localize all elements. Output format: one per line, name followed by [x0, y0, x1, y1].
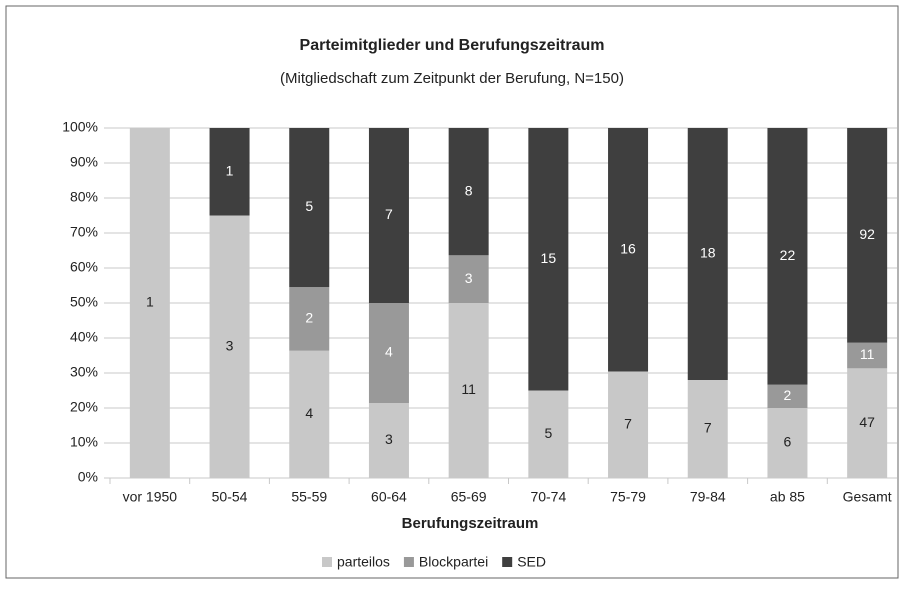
- legend-label: parteilos: [337, 554, 390, 570]
- x-tick-label: 79-84: [690, 489, 726, 505]
- y-tick-label: 30%: [70, 364, 98, 380]
- y-tick-label: 0%: [78, 469, 98, 485]
- data-label: 7: [624, 415, 632, 431]
- legend-swatch: [502, 557, 513, 567]
- bar-segment: [687, 128, 728, 380]
- data-label: 3: [465, 270, 473, 286]
- data-label: 5: [544, 425, 552, 441]
- bar-segment: [289, 350, 330, 478]
- data-label: 2: [305, 310, 313, 326]
- data-label: 22: [780, 247, 796, 263]
- data-label: 11: [461, 381, 476, 397]
- bar-segment: [528, 128, 569, 391]
- data-label: 1: [226, 162, 234, 178]
- bar-segment: [209, 215, 250, 478]
- bar-segment: [129, 128, 170, 478]
- legend-label: Blockpartei: [419, 554, 488, 570]
- x-tick-label: ab 85: [770, 489, 805, 505]
- legend-label: SED: [517, 554, 546, 570]
- bar-segment: [448, 303, 489, 478]
- y-tick-label: 80%: [70, 189, 98, 205]
- bar-segment: [289, 287, 330, 351]
- bar-segment: [289, 128, 330, 288]
- bar-segment: [847, 342, 888, 369]
- data-label: 3: [226, 337, 234, 353]
- y-tick-label: 100%: [62, 119, 98, 135]
- bar-segment: [608, 128, 649, 372]
- bar-segment: [767, 384, 808, 408]
- data-label: 1: [146, 294, 154, 310]
- data-label: 15: [541, 250, 557, 266]
- x-tick-label: 65-69: [451, 489, 487, 505]
- y-tick-label: 10%: [70, 434, 98, 450]
- x-tick-label: 60-64: [371, 489, 407, 505]
- bar-segment: [847, 128, 888, 343]
- bar-segment: [368, 128, 409, 303]
- bar-segment: [767, 408, 808, 478]
- bar-segment: [368, 403, 409, 478]
- data-label: 92: [859, 226, 875, 242]
- data-label: 7: [385, 206, 393, 222]
- x-tick-label: vor 1950: [123, 489, 178, 505]
- bar-segment: [448, 255, 489, 303]
- y-tick-label: 50%: [70, 294, 98, 310]
- data-label: 7: [704, 420, 712, 436]
- chart-title: Parteimitglieder und Berufungszeitraum: [300, 37, 605, 54]
- y-tick-label: 70%: [70, 224, 98, 240]
- data-label: 2: [784, 387, 792, 403]
- bar-segment: [767, 128, 808, 385]
- bar-segment: [448, 128, 489, 256]
- data-label: 11: [860, 346, 875, 362]
- legend-swatch: [403, 557, 414, 567]
- x-axis-title: Berufungszeitraum: [402, 515, 539, 532]
- y-tick-label: 20%: [70, 399, 98, 415]
- legend-swatch: [322, 557, 332, 567]
- x-tick-label: 75-79: [610, 489, 646, 505]
- data-label: 5: [305, 198, 313, 214]
- x-tick-label: Gesamt: [843, 489, 892, 505]
- data-label: 4: [385, 344, 393, 360]
- bar-segment: [847, 368, 888, 478]
- data-label: 6: [784, 434, 792, 450]
- bar-segment: [209, 128, 250, 216]
- bar-segment: [528, 390, 569, 478]
- data-label: 4: [305, 405, 313, 421]
- x-tick-label: 55-59: [291, 489, 327, 505]
- x-tick-label: 50-54: [212, 489, 248, 505]
- y-tick-label: 40%: [70, 329, 98, 345]
- y-tick-label: 90%: [70, 154, 98, 170]
- chart-subtitle: (Mitgliedschaft zum Zeitpunkt der Berufu…: [280, 70, 624, 87]
- bar-segment: [687, 380, 728, 478]
- bar-segment: [608, 371, 649, 478]
- y-tick-label: 60%: [70, 259, 98, 275]
- data-label: 47: [859, 414, 875, 430]
- data-label: 8: [465, 182, 473, 198]
- x-tick-label: 70-74: [530, 489, 566, 505]
- data-label: 16: [620, 240, 636, 256]
- data-label: 18: [700, 245, 716, 261]
- bar-segment: [368, 303, 409, 403]
- data-label: 3: [385, 431, 393, 447]
